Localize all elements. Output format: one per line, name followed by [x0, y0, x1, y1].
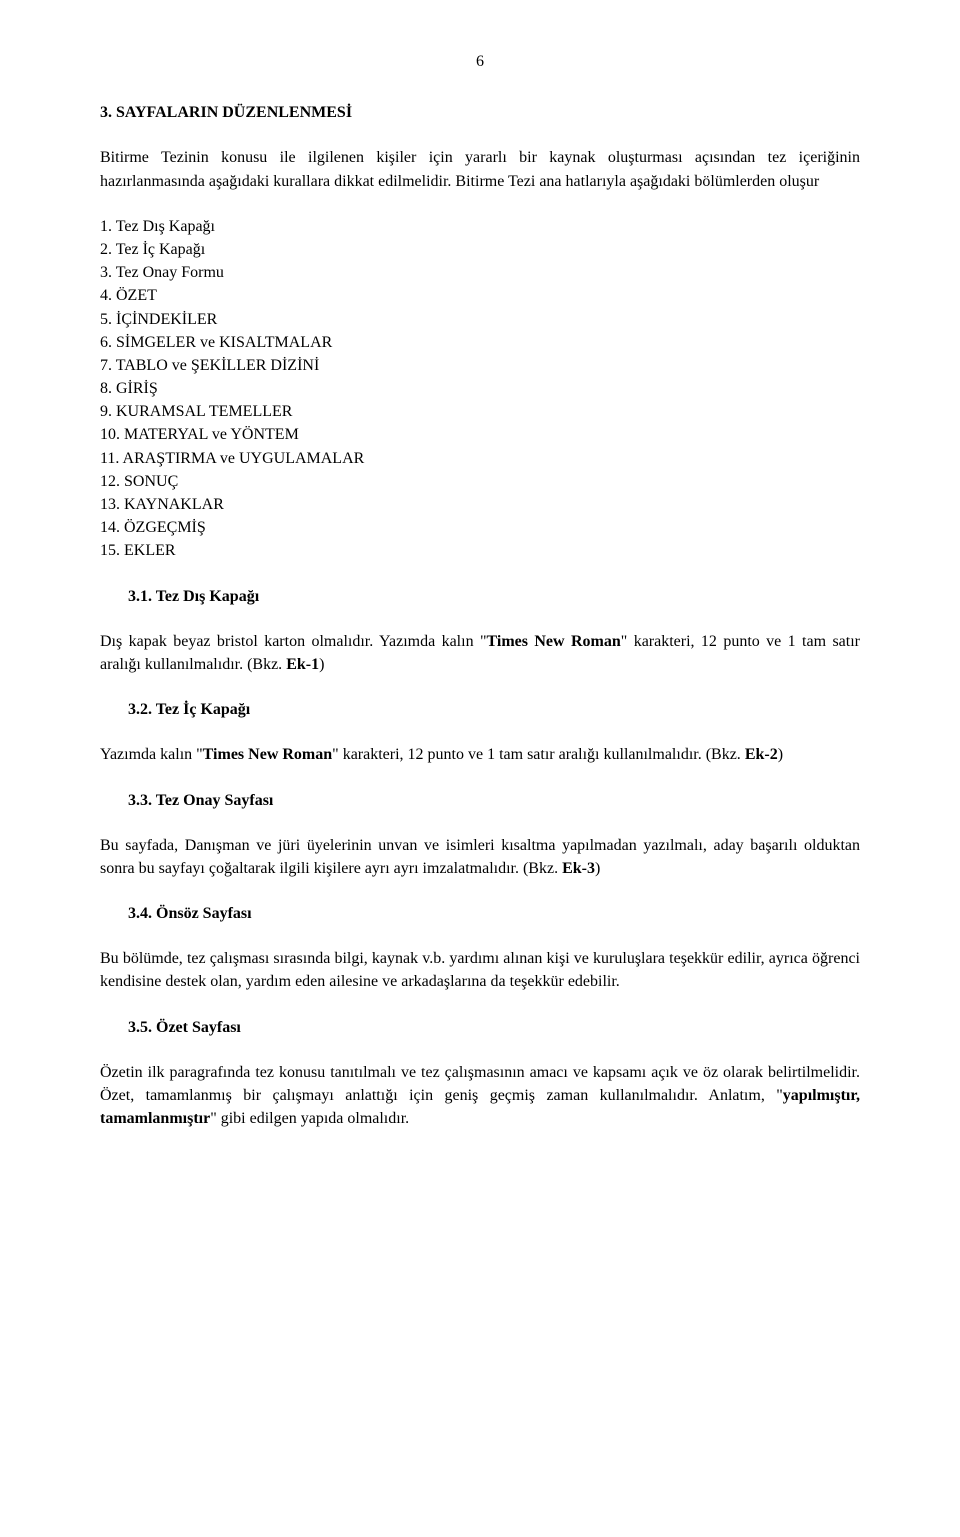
list-item: 2. Tez İç Kapağı — [100, 238, 860, 261]
list-item: 4. ÖZET — [100, 284, 860, 307]
paragraph-3-1: Dış kapak beyaz bristol karton olmalıdır… — [100, 630, 860, 676]
list-item: 14. ÖZGEÇMİŞ — [100, 516, 860, 539]
subheading-3-4: 3.4. Önsöz Sayfası — [128, 902, 860, 925]
paragraph-3-4: Bu bölümde, tez çalışması sırasında bilg… — [100, 947, 860, 993]
text-run: Özetin ilk paragrafında tez konusu tanıt… — [100, 1064, 860, 1104]
page-number: 6 — [100, 50, 860, 73]
text-run: Bu sayfada, Danışman ve jüri üyelerinin … — [100, 837, 860, 877]
subheading-3-3: 3.3. Tez Onay Sayfası — [128, 789, 860, 812]
text-run: ) — [319, 656, 324, 673]
subheading-3-1: 3.1. Tez Dış Kapağı — [128, 585, 860, 608]
list-item: 12. SONUÇ — [100, 470, 860, 493]
bold-ek-ref: Ek-2 — [745, 746, 778, 763]
paragraph-3-3: Bu sayfada, Danışman ve jüri üyelerinin … — [100, 834, 860, 880]
list-item: 8. GİRİŞ — [100, 377, 860, 400]
bold-text: Times New Roman — [203, 746, 332, 763]
text-run: Dış kapak beyaz bristol karton olmalıdır… — [100, 633, 487, 650]
subheading-3-2: 3.2. Tez İç Kapağı — [128, 698, 860, 721]
paragraph-3-2: Yazımda kalın "Times New Roman" karakter… — [100, 743, 860, 766]
text-run: ) — [778, 746, 783, 763]
intro-paragraph: Bitirme Tezinin konusu ile ilgilenen kiş… — [100, 146, 860, 192]
list-item: 3. Tez Onay Formu — [100, 261, 860, 284]
text-run: " karakteri, 12 punto ve 1 tam satır ara… — [332, 746, 745, 763]
text-run: " gibi edilgen yapıda olmalıdır. — [210, 1110, 409, 1127]
list-item: 15. EKLER — [100, 539, 860, 562]
list-item: 11. ARAŞTIRMA ve UYGULAMALAR — [100, 447, 860, 470]
text-run: Yazımda kalın " — [100, 746, 203, 763]
bold-text: Times New Roman — [487, 633, 621, 650]
bold-ek-ref: Ek-1 — [286, 656, 319, 673]
list-item: 7. TABLO ve ŞEKİLLER DİZİNİ — [100, 354, 860, 377]
main-heading: 3. SAYFALARIN DÜZENLENMESİ — [100, 101, 860, 124]
subheading-3-5: 3.5. Özet Sayfası — [128, 1016, 860, 1039]
section-list: 1. Tez Dış Kapağı 2. Tez İç Kapağı 3. Te… — [100, 215, 860, 563]
list-item: 13. KAYNAKLAR — [100, 493, 860, 516]
text-run: ) — [595, 860, 600, 877]
paragraph-3-5: Özetin ilk paragrafında tez konusu tanıt… — [100, 1061, 860, 1131]
list-item: 6. SİMGELER ve KISALTMALAR — [100, 331, 860, 354]
list-item: 9. KURAMSAL TEMELLER — [100, 400, 860, 423]
bold-ek-ref: Ek-3 — [562, 860, 595, 877]
list-item: 5. İÇİNDEKİLER — [100, 308, 860, 331]
list-item: 10. MATERYAL ve YÖNTEM — [100, 423, 860, 446]
list-item: 1. Tez Dış Kapağı — [100, 215, 860, 238]
